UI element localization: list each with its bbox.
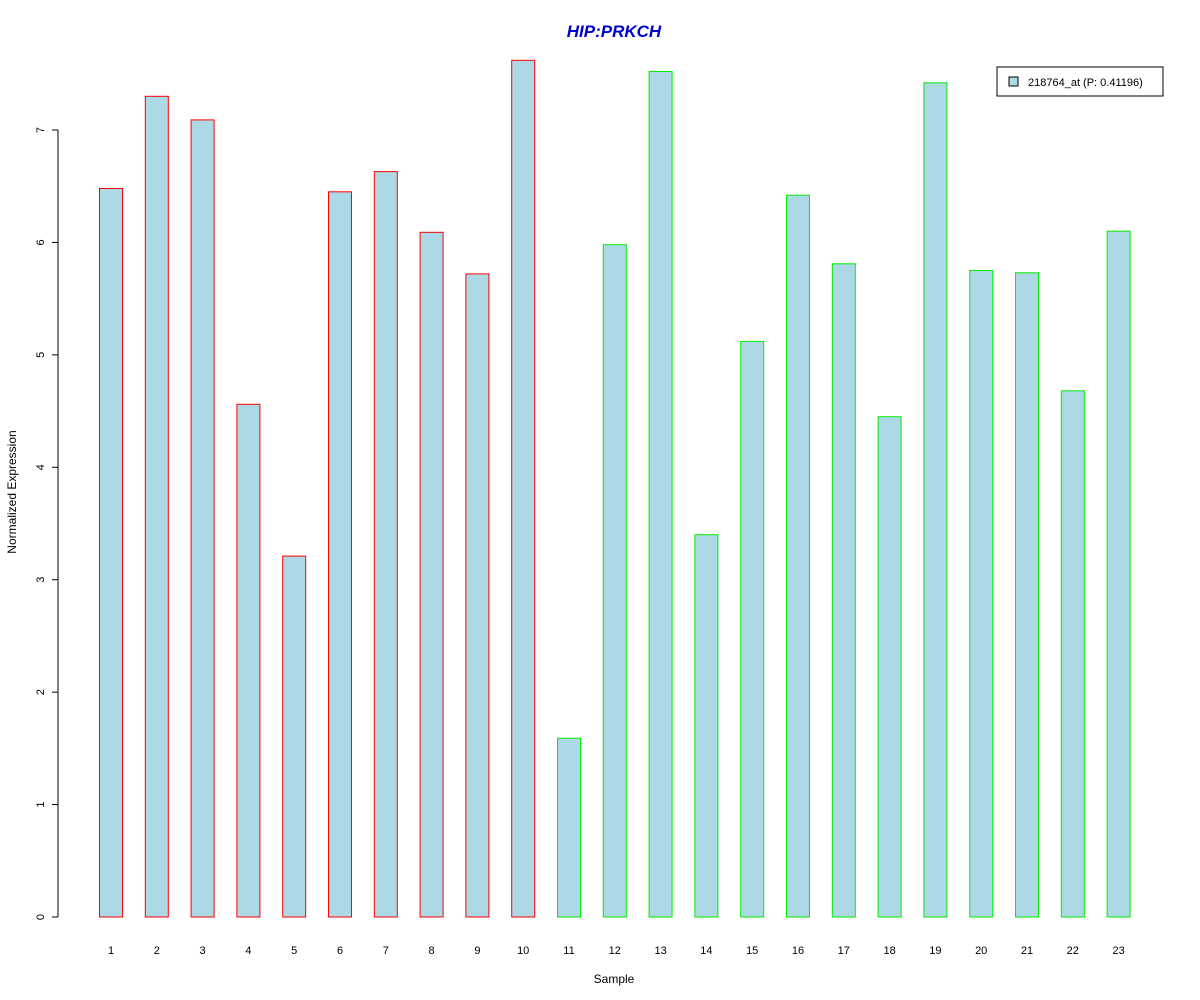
x-tick-label: 7 <box>383 945 389 957</box>
bar <box>648 71 673 918</box>
bar <box>99 188 123 918</box>
x-tick-label: 23 <box>1112 945 1124 957</box>
legend-swatch <box>1008 76 1019 87</box>
x-tick-label: 10 <box>517 945 529 957</box>
x-tick-label: 21 <box>1021 945 1033 957</box>
bar <box>1015 272 1039 918</box>
bar <box>831 263 856 918</box>
bar <box>877 416 902 918</box>
x-tick-label: 14 <box>700 945 712 957</box>
y-tick-label: 5 <box>35 352 47 358</box>
bar <box>282 555 307 918</box>
legend-box <box>996 66 1164 97</box>
y-tick-label: 4 <box>35 464 47 470</box>
bar <box>557 737 581 918</box>
bar <box>1106 230 1131 918</box>
y-tick-label: 0 <box>35 914 47 920</box>
x-tick-label: 8 <box>429 945 435 957</box>
bar <box>602 244 627 918</box>
x-tick-label: 4 <box>245 945 251 957</box>
bars <box>99 59 1131 918</box>
bar <box>144 95 169 918</box>
legend-label: 218764_at (P: 0.41196) <box>1028 77 1143 89</box>
x-tick-label: 18 <box>883 945 895 957</box>
y-tick-label: 6 <box>35 239 47 245</box>
x-tick-label: 2 <box>154 945 160 957</box>
y-tick-label: 2 <box>35 689 47 695</box>
x-tick-label: 12 <box>609 945 621 957</box>
bar <box>465 273 490 918</box>
x-tick-label: 1 <box>108 945 114 957</box>
bar <box>969 270 994 918</box>
bar <box>419 231 444 918</box>
x-tick-label: 15 <box>746 945 758 957</box>
bar <box>923 82 948 918</box>
x-tick-label: 11 <box>563 945 574 957</box>
x-axis-label: Sample <box>594 972 635 986</box>
y-tick-label: 1 <box>35 802 47 808</box>
bar <box>373 171 398 918</box>
x-tick-label: 6 <box>337 945 343 957</box>
x-tick-label: 19 <box>929 945 941 957</box>
chart-title: HIP:PRKCH <box>567 22 662 41</box>
bar <box>511 59 536 918</box>
bar <box>236 403 261 918</box>
x-tick-label: 22 <box>1067 945 1079 957</box>
x-tick-label: 9 <box>474 945 480 957</box>
x-axis: 1 2 3 4 5 6 7 8 9 10 11 12 13 14 15 16 17 18 19 20 21 22 23 <box>108 945 1125 957</box>
bar <box>740 340 765 918</box>
bar <box>694 534 719 918</box>
bar <box>328 191 352 918</box>
x-tick-label: 3 <box>200 945 206 957</box>
y-tick-label: 7 <box>35 127 47 133</box>
bar <box>1060 390 1085 918</box>
x-tick-label: 17 <box>838 945 850 957</box>
x-tick-label: 13 <box>654 945 666 957</box>
y-axis-label: Normalized Expression <box>5 430 19 553</box>
x-tick-label: 16 <box>792 945 804 957</box>
bar <box>786 194 810 918</box>
legend: 218764_at (P: 0.41196) <box>996 66 1164 97</box>
x-tick-label: 5 <box>291 945 297 957</box>
x-tick-label: 20 <box>975 945 987 957</box>
y-tick-label: 3 <box>35 577 47 583</box>
y-axis: 0 1 2 3 4 5 6 7 <box>35 127 59 920</box>
bar <box>190 119 215 918</box>
